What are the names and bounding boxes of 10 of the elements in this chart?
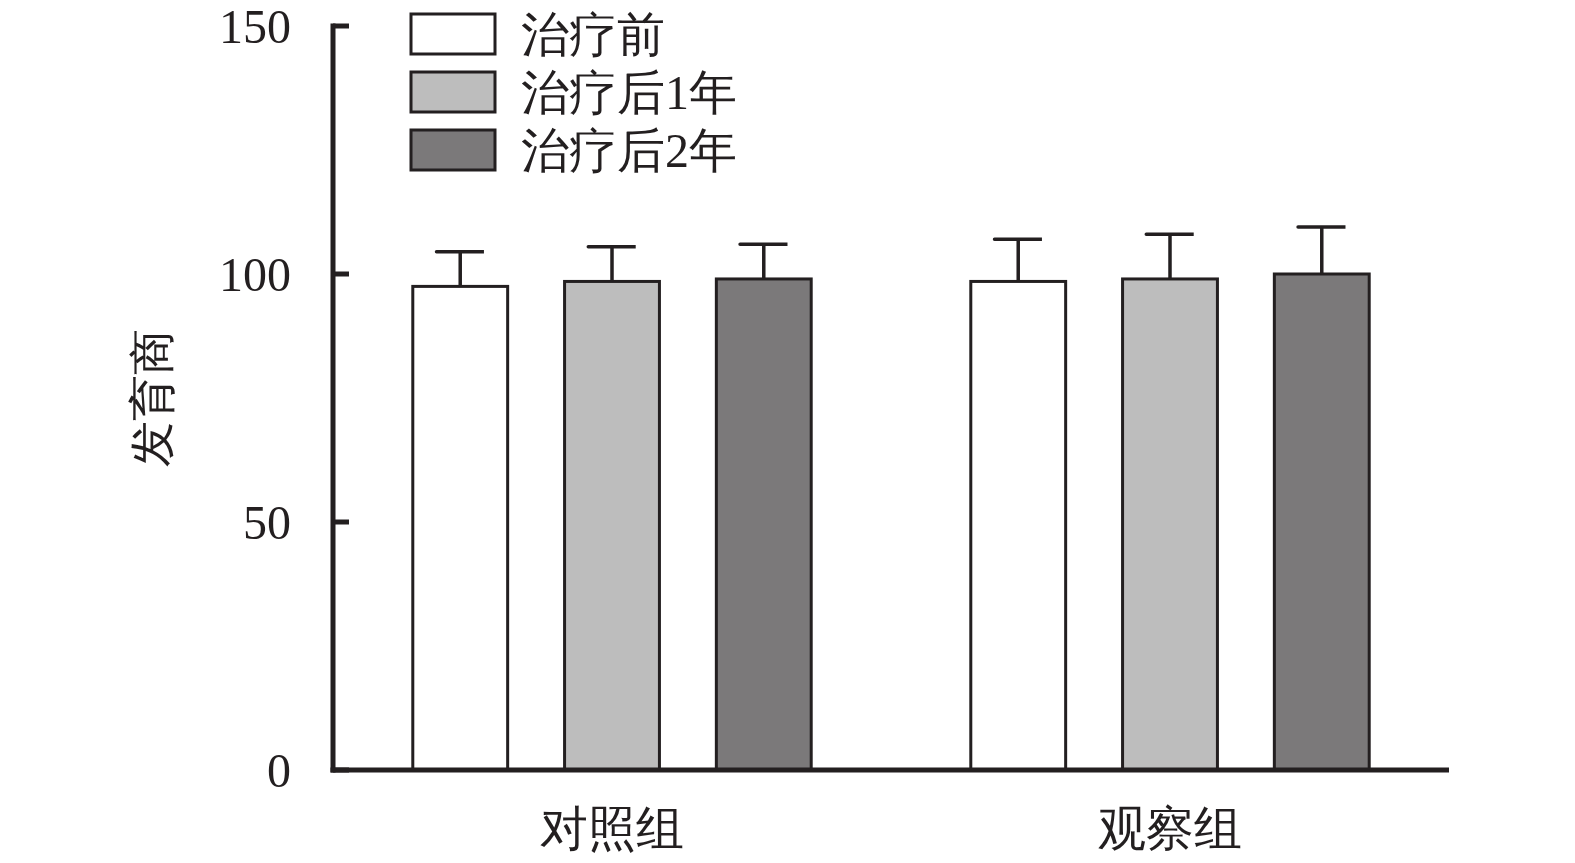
ytick-label: 50 [243, 495, 291, 549]
ytick-label: 0 [267, 743, 291, 797]
ylabel: 发育商 [126, 329, 178, 467]
ytick-label: 100 [219, 247, 291, 301]
ytick-label: 150 [219, 0, 291, 53]
xtick-label: 观察组 [1098, 801, 1242, 855]
legend-label: 治疗后1年 [521, 65, 737, 119]
xtick-label: 对照组 [540, 801, 684, 855]
legend-label: 治疗前 [521, 7, 665, 61]
legend-label: 治疗后2年 [521, 123, 737, 177]
